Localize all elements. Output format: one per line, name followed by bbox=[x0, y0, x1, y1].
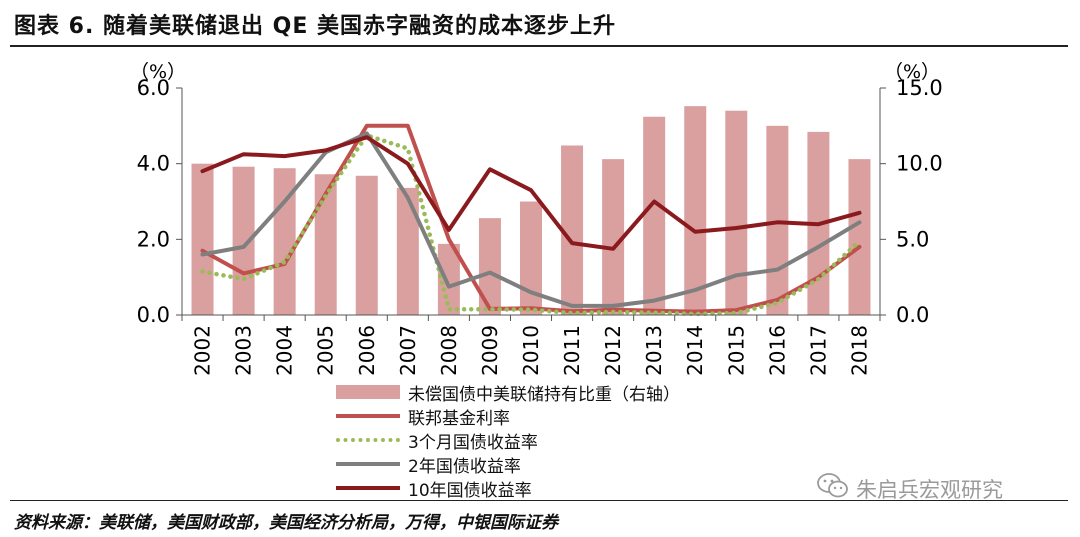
x-tick-label: 2014 bbox=[683, 325, 707, 376]
source-note: 资料来源：美联储，美国财政部，美国经济分析局，万得，中银国际证券 bbox=[14, 513, 558, 533]
x-tick-label: 2013 bbox=[642, 325, 666, 376]
bar-series bbox=[191, 106, 871, 316]
legend-item-10y: 10年国债收益率 bbox=[336, 476, 680, 501]
x-tick-label: 2005 bbox=[314, 325, 338, 376]
wechat-icon bbox=[817, 473, 848, 498]
right-axis-unit: （%） bbox=[884, 61, 940, 83]
x-tick-label: 2017 bbox=[806, 325, 830, 376]
left-axis-unit: （%） bbox=[130, 61, 186, 83]
bar-2006 bbox=[355, 175, 378, 315]
legend-swatch-fed-funds bbox=[336, 408, 400, 424]
x-tick-label: 2010 bbox=[519, 325, 543, 376]
left-tick-label: 4.0 bbox=[137, 152, 170, 176]
page-title: 图表 6. 随着美联储退出 QE 美国赤字融资的成本逐步上升 bbox=[14, 14, 617, 39]
right-tick-label: 15.0 bbox=[896, 76, 943, 100]
x-tick-label: 2007 bbox=[396, 325, 420, 376]
x-tick-label: 2002 bbox=[191, 325, 215, 376]
title-divider bbox=[10, 45, 1068, 47]
left-tick-label: 0.0 bbox=[137, 303, 170, 327]
legend-label-fed-funds: 联邦基金利率 bbox=[408, 408, 510, 429]
left-tick-label: 2.0 bbox=[137, 227, 170, 251]
x-tick-label: 2003 bbox=[232, 325, 256, 376]
footer-divider bbox=[10, 500, 1068, 501]
bar-2007 bbox=[396, 187, 419, 315]
watermark: 朱启兵宏观研究 bbox=[856, 478, 1003, 502]
x-tick-label: 2006 bbox=[355, 325, 379, 376]
bar-2005 bbox=[314, 174, 337, 315]
x-tick-label: 2012 bbox=[601, 325, 625, 376]
bar-2008 bbox=[437, 243, 460, 315]
legend-swatch-3m bbox=[336, 432, 400, 448]
line-series bbox=[200, 123, 862, 317]
left-tick-label: 6.0 bbox=[137, 76, 170, 100]
bar-2009 bbox=[478, 218, 501, 315]
bar-2013 bbox=[643, 116, 666, 316]
x-tick-label: 2015 bbox=[724, 325, 748, 376]
x-tick-label: 2016 bbox=[765, 325, 789, 376]
legend-item-bar: 未偿国债中美联储持有比重（右轴） bbox=[336, 380, 680, 405]
axes: 0.02.04.06.00.05.010.015.0（%） （%）2002 2003… bbox=[130, 61, 943, 376]
x-tick-label: 2018 bbox=[847, 325, 871, 376]
bar-2010 bbox=[520, 201, 542, 315]
legend-swatch-10y bbox=[336, 480, 400, 496]
legend-label-3m: 3个月国债收益率 bbox=[408, 432, 538, 453]
legend-item-fed-funds: 联邦基金利率 bbox=[336, 404, 680, 429]
bar-2012 bbox=[602, 159, 625, 315]
bar-2002 bbox=[191, 163, 214, 315]
bar-2018 bbox=[848, 159, 871, 315]
legend-label-bar: 未偿国债中美联储持有比重（右轴） bbox=[408, 384, 680, 405]
legend: 未偿国债中美联储持有比重（右轴） 联邦基金利率 3个月国债收益率 2年国债收益率… bbox=[336, 380, 680, 501]
legend-label-2y: 2年国债收益率 bbox=[408, 456, 521, 477]
bar-2015 bbox=[725, 110, 748, 315]
x-tick-label: 2008 bbox=[437, 325, 461, 376]
bar-2014 bbox=[684, 106, 707, 315]
bar-2011 bbox=[561, 145, 584, 315]
x-tick-label: 2011 bbox=[560, 325, 584, 376]
right-tick-label: 0.0 bbox=[896, 303, 929, 327]
right-tick-label: 10.0 bbox=[896, 152, 943, 176]
legend-swatch-bar bbox=[336, 384, 400, 400]
legend-label-10y: 10年国债收益率 bbox=[408, 480, 532, 501]
x-tick-label: 2004 bbox=[273, 325, 297, 376]
legend-item-3m: 3个月国债收益率 bbox=[336, 428, 680, 453]
right-tick-label: 5.0 bbox=[896, 227, 929, 251]
legend-swatch-2y bbox=[336, 456, 400, 472]
legend-item-2y: 2年国债收益率 bbox=[336, 452, 680, 477]
x-tick-label: 2009 bbox=[478, 325, 502, 376]
